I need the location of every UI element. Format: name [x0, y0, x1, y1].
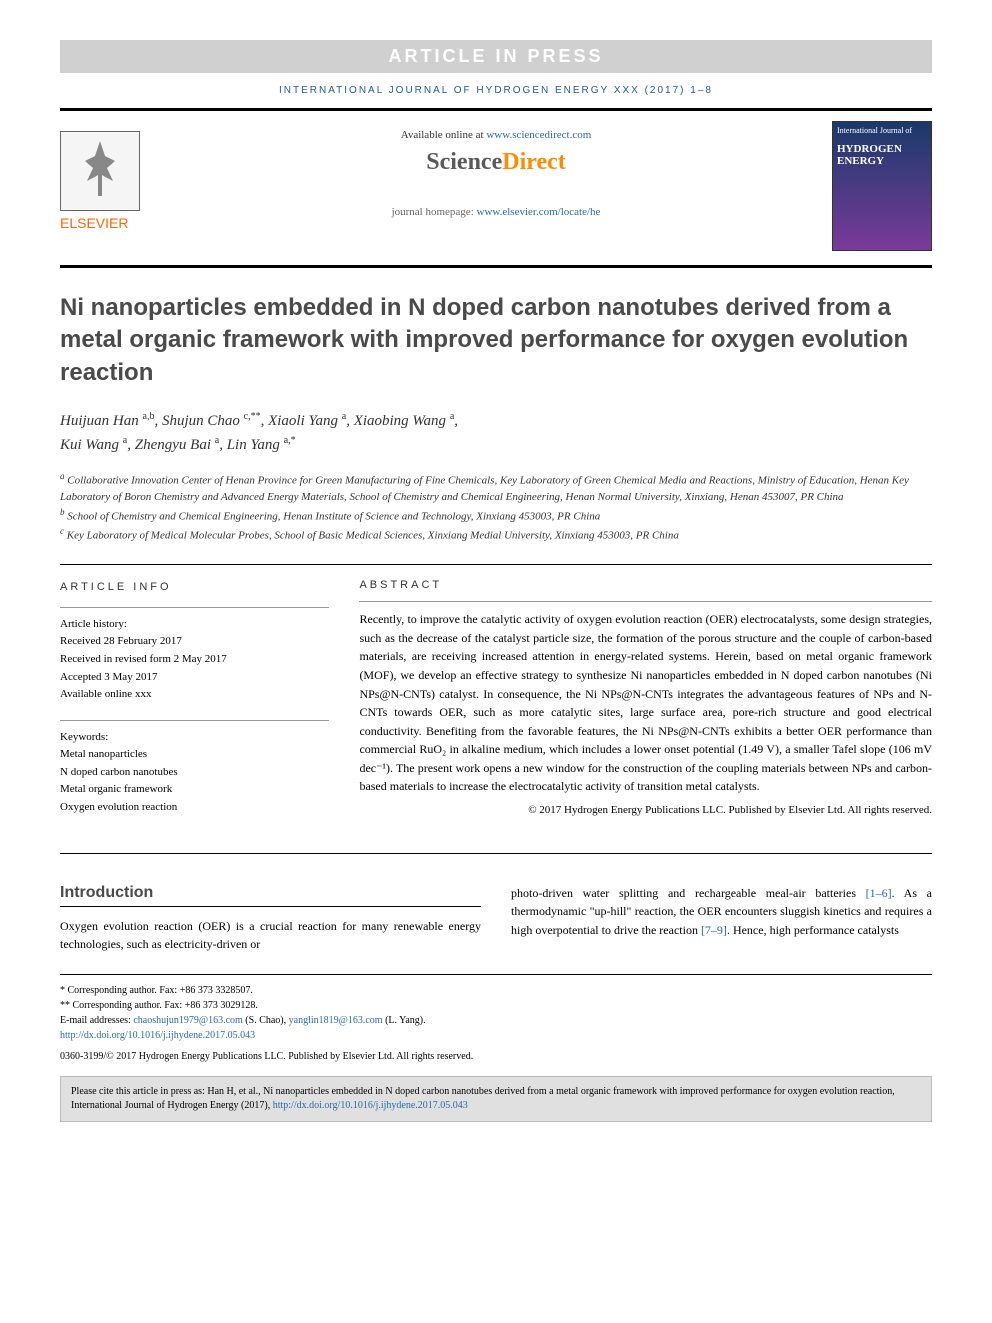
keyword-1: Metal nanoparticles [60, 746, 329, 764]
elsevier-logo: ELSEVIER [60, 131, 150, 231]
footnotes: * Corresponding author. Fax: +86 373 332… [60, 974, 932, 1064]
ref-link-7-9[interactable]: [7–9] [701, 923, 727, 937]
ref-link-1-6[interactable]: [1–6] [866, 886, 892, 900]
abstract-column: ABSTRACT Recently, to improve the cataly… [359, 579, 932, 833]
history-label: Article history: [60, 616, 329, 634]
sciencedirect-logo: ScienceDirect [170, 149, 822, 176]
homepage-link[interactable]: www.elsevier.com/locate/he [477, 206, 601, 218]
abstract-copyright: © 2017 Hydrogen Energy Publications LLC.… [359, 804, 932, 816]
history-online: Available online xxx [60, 686, 329, 704]
keywords-label: Keywords: [60, 729, 329, 747]
cover-top-text: International Journal of [837, 126, 927, 135]
citation-box: Please cite this article in press as: Ha… [60, 1076, 932, 1122]
intro-paragraph-1: Oxygen evolution reaction (OER) is a cru… [60, 917, 481, 954]
intro-paragraph-2: photo-driven water splitting and recharg… [511, 884, 932, 940]
elsevier-tree-icon [60, 131, 140, 211]
article-info-label: ARTICLE INFO [60, 579, 329, 597]
header-box: ELSEVIER International Journal of HYDROG… [60, 108, 932, 268]
email-link-2[interactable]: yanglin1819@163.com [289, 1015, 383, 1026]
keyword-3: Metal organic framework [60, 781, 329, 799]
cover-title: HYDROGEN ENERGY [837, 143, 927, 167]
email-link-1[interactable]: chaoshujun1979@163.com [133, 1015, 242, 1026]
homepage-text: journal homepage: www.elsevier.com/locat… [170, 206, 822, 218]
history-accepted: Accepted 3 May 2017 [60, 669, 329, 687]
issn-copyright: 0360-3199/© 2017 Hydrogen Energy Publica… [60, 1049, 932, 1064]
keyword-2: N doped carbon nanotubes [60, 764, 329, 782]
elsevier-text: ELSEVIER [60, 215, 150, 231]
abstract-label: ABSTRACT [359, 579, 932, 591]
email-line: E-mail addresses: chaoshujun1979@163.com… [60, 1013, 932, 1028]
history-revised: Received in revised form 2 May 2017 [60, 651, 329, 669]
article-in-press-banner: ARTICLE IN PRESS [60, 40, 932, 73]
journal-cover: International Journal of HYDROGEN ENERGY [832, 121, 932, 251]
doi-link[interactable]: http://dx.doi.org/10.1016/j.ijhydene.201… [60, 1030, 255, 1041]
introduction-heading: Introduction [60, 884, 481, 907]
corresponding-author-2: ** Corresponding author. Fax: +86 373 30… [60, 998, 932, 1013]
cite-doi-link[interactable]: http://dx.doi.org/10.1016/j.ijhydene.201… [273, 1100, 468, 1111]
corresponding-author-1: * Corresponding author. Fax: +86 373 332… [60, 983, 932, 998]
journal-reference: INTERNATIONAL JOURNAL OF HYDROGEN ENERGY… [60, 73, 932, 108]
authors-list: Huijuan Han a,b, Shujun Chao c,**, Xiaol… [60, 409, 932, 456]
article-info-column: ARTICLE INFO Article history: Received 2… [60, 579, 329, 833]
sciencedirect-link[interactable]: www.sciencedirect.com [486, 129, 591, 141]
abstract-text: Recently, to improve the catalytic activ… [359, 610, 932, 796]
article-title: Ni nanoparticles embedded in N doped car… [60, 292, 932, 389]
keyword-4: Oxygen evolution reaction [60, 799, 329, 817]
affiliations: a Collaborative Innovation Center of Hen… [60, 470, 932, 544]
available-online-text: Available online at www.sciencedirect.co… [170, 129, 822, 141]
history-received: Received 28 February 2017 [60, 633, 329, 651]
